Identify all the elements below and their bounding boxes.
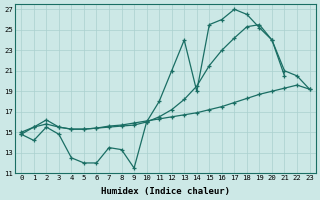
X-axis label: Humidex (Indice chaleur): Humidex (Indice chaleur) xyxy=(101,187,230,196)
